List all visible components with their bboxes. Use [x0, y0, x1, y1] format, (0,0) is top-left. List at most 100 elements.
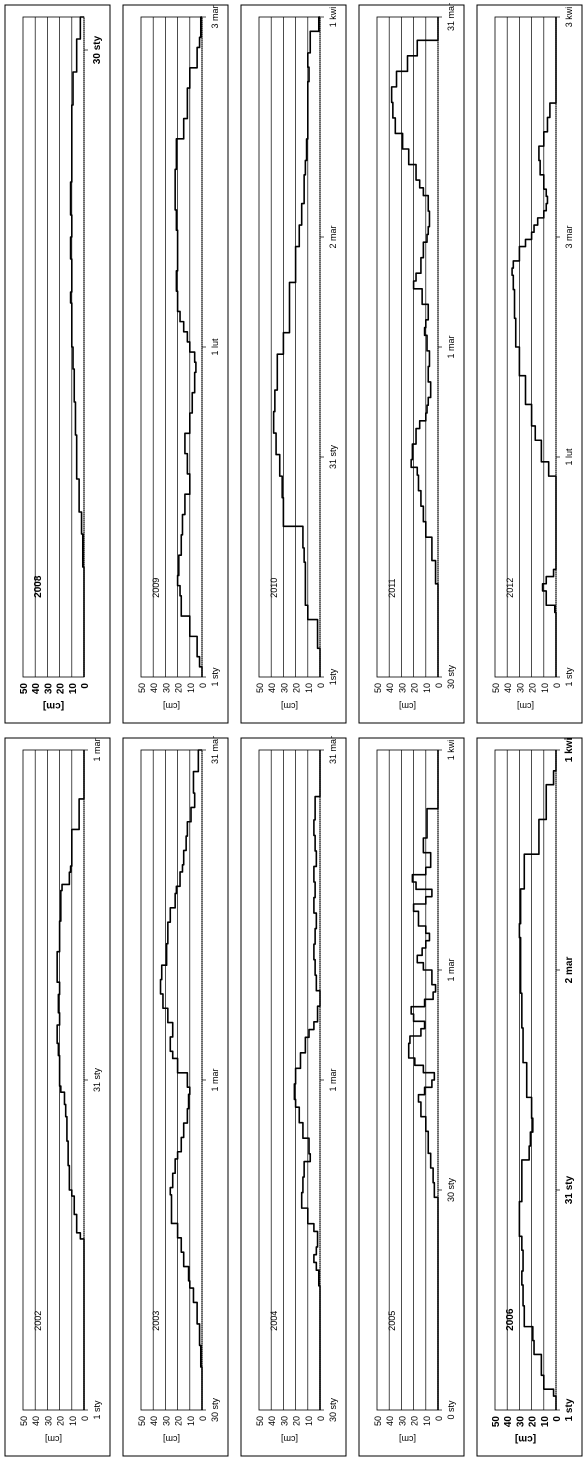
x-tick-label: 30 sty [92, 35, 103, 64]
y-tick-label: 30 [279, 1416, 289, 1426]
y-axis-label: [cm] [399, 1434, 416, 1444]
x-tick-label: 31 mar [210, 736, 220, 764]
y-tick-label: 20 [410, 683, 420, 693]
y-tick-label: 0 [434, 683, 444, 688]
y-axis-label: [cm] [517, 701, 534, 711]
y-tick-label: 10 [304, 1416, 314, 1426]
y-axis-label: [cm] [163, 701, 180, 711]
x-tick-label: 31 sty [328, 444, 338, 469]
snow-depth-series [390, 17, 439, 677]
y-tick-label: 40 [149, 1416, 159, 1426]
chart-title: 2009 [151, 578, 161, 598]
y-tick-label: 40 [267, 1416, 277, 1426]
y-tick-label: 20 [410, 1416, 420, 1426]
y-tick-label: 0 [434, 1416, 444, 1421]
chart-title: 2006 [505, 1308, 516, 1331]
x-tick-label: 1 mar [92, 738, 102, 761]
chart-title: 2010 [269, 578, 279, 598]
y-tick-label: 20 [528, 683, 538, 693]
y-tick-label: 50 [137, 683, 147, 693]
chart-title: 2011 [387, 578, 397, 597]
y-tick-label: 0 [80, 683, 91, 689]
x-tick-label: 1 sty [564, 667, 574, 687]
y-tick-label: 40 [267, 683, 277, 693]
y-tick-label: 30 [161, 683, 171, 693]
y-tick-label: 10 [540, 1416, 551, 1428]
chart-title: 2004 [269, 1311, 279, 1331]
y-tick-label: 40 [31, 683, 42, 695]
x-tick-label: 0 sty [446, 1400, 456, 1420]
x-tick-label: 30 sty [446, 664, 456, 689]
panel-border [476, 4, 583, 724]
x-tick-label: 2 mar [564, 957, 575, 984]
chart-title: 2002 [33, 1311, 43, 1331]
y-tick-label: 0 [198, 683, 208, 688]
chart-title: 2003 [151, 1311, 161, 1331]
y-tick-label: 10 [540, 683, 550, 693]
y-tick-label: 0 [80, 1416, 90, 1421]
panel-border [122, 737, 229, 1457]
y-tick-label: 50 [255, 1416, 265, 1426]
snow-depth-series [159, 749, 203, 1410]
x-tick-label: 1 mar [446, 335, 456, 358]
y-tick-label: 30 [43, 683, 54, 695]
y-axis-label: [cm] [515, 1433, 536, 1444]
y-tick-label: 40 [503, 683, 513, 693]
x-tick-label: 1 kwi [564, 738, 575, 763]
y-tick-label: 10 [422, 1416, 432, 1426]
panel-border [240, 4, 347, 724]
x-tick-label: 1 mar [328, 1068, 338, 1091]
y-tick-label: 20 [292, 1416, 302, 1426]
y-tick-label: 20 [174, 683, 184, 693]
y-tick-label: 0 [552, 683, 562, 688]
y-tick-label: 10 [422, 683, 432, 693]
y-tick-label: 30 [279, 683, 289, 693]
x-tick-label: 1 sty [92, 1400, 102, 1420]
y-tick-label: 10 [68, 683, 79, 695]
x-tick-label: 31 sty [564, 1175, 575, 1204]
y-tick-label: 10 [186, 683, 196, 693]
x-tick-label: 31 sty [92, 1067, 102, 1092]
panel-border [122, 4, 229, 724]
panel-border [358, 4, 465, 724]
snow-depth-series [407, 750, 439, 1410]
snow-depth-series [293, 750, 321, 1410]
y-tick-label: 30 [515, 1416, 526, 1428]
x-tick-label: 1 sty [210, 667, 220, 687]
y-tick-label: 0 [316, 683, 326, 688]
y-tick-label: 50 [19, 683, 30, 695]
y-tick-label: 10 [304, 683, 314, 693]
panel-border [358, 737, 465, 1457]
y-tick-label: 40 [385, 683, 395, 693]
y-axis-label: [cm] [281, 1434, 298, 1444]
x-tick-label: 1sty [328, 668, 338, 685]
chart-title: 2008 [33, 575, 44, 598]
y-tick-label: 0 [552, 1416, 563, 1422]
y-tick-label: 50 [137, 1416, 147, 1426]
x-tick-label: 3 kwi [564, 7, 574, 28]
y-tick-label: 20 [56, 1416, 66, 1426]
chart-title: 2005 [387, 1311, 397, 1331]
y-axis-label: [cm] [281, 701, 298, 711]
y-tick-label: 30 [397, 1416, 407, 1426]
y-tick-label: 50 [19, 1416, 29, 1426]
snow-depth-series [518, 750, 557, 1410]
y-tick-label: 30 [161, 1416, 171, 1426]
y-tick-label: 50 [373, 683, 383, 693]
y-tick-label: 20 [528, 1416, 539, 1428]
y-tick-label: 40 [31, 1416, 41, 1426]
snow-depth-series [56, 750, 85, 1410]
y-axis-label: [cm] [43, 700, 64, 711]
y-tick-label: 50 [491, 1416, 502, 1428]
y-tick-label: 50 [255, 683, 265, 693]
x-tick-label: 3 mar [564, 225, 574, 248]
